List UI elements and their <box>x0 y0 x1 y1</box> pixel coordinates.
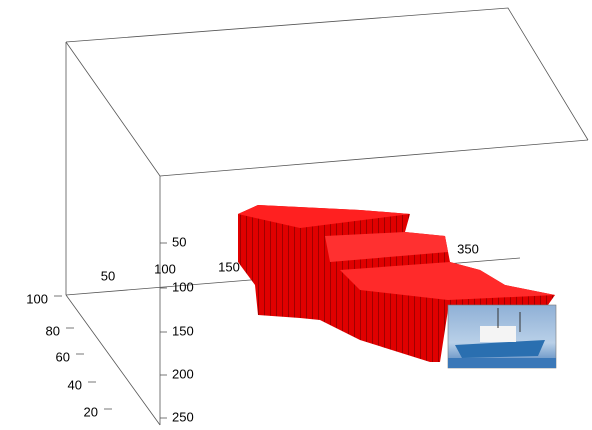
y-tick-label: 50 <box>172 234 186 249</box>
z-tick-label: 60 <box>56 349 70 364</box>
boat-cabin <box>480 326 516 342</box>
x-tick-label: 50 <box>101 268 115 283</box>
z-tick-label: 100 <box>26 291 48 306</box>
y-tick-label: 150 <box>172 323 194 338</box>
y-tick-label: 200 <box>172 366 194 381</box>
box-edge <box>66 295 160 425</box>
z-tick-label: 20 <box>84 404 98 419</box>
z-tick-label: 40 <box>68 377 82 392</box>
y-tick-label: 250 <box>172 409 194 424</box>
box-edge <box>160 140 588 176</box>
x-tick-label: 150 <box>218 259 240 274</box>
y-tick-label: 100 <box>172 279 194 294</box>
plot-3d: 100 80 60 4020 50 100 150 200 250 50 100 150 350 <box>0 0 592 430</box>
box-edge <box>66 42 160 176</box>
z-tick-label: 80 <box>46 323 60 338</box>
boat-image <box>448 305 556 368</box>
x-tick-label: 350 <box>457 241 479 256</box>
x-tick-label: 100 <box>154 261 176 276</box>
box-edge <box>66 8 588 140</box>
water <box>448 358 556 368</box>
